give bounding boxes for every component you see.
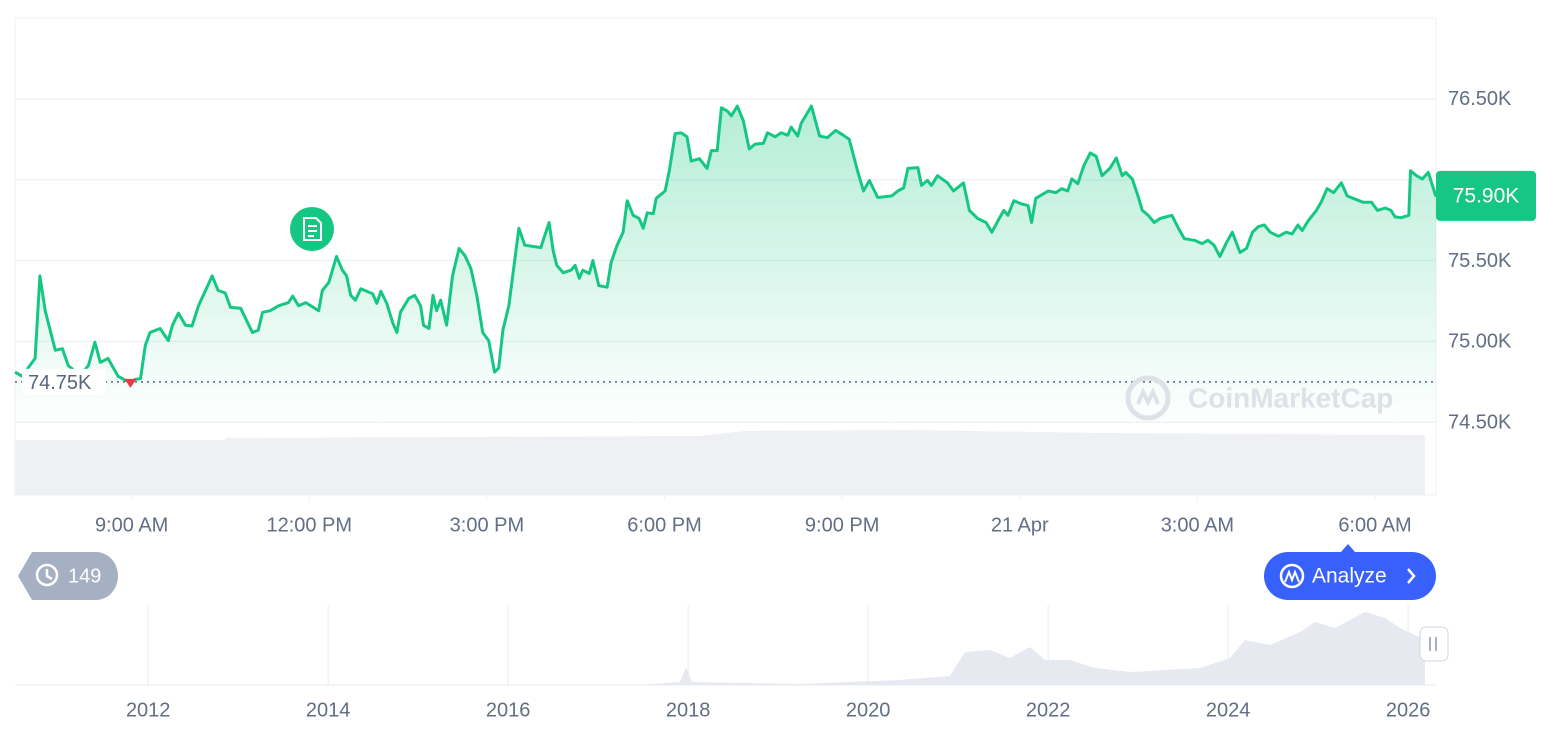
watermark-text: CoinMarketCap xyxy=(1188,382,1393,413)
price-badge xyxy=(1436,170,1536,221)
navigator-handle[interactable] xyxy=(1419,626,1449,662)
y-tick-label: 76.50K xyxy=(1448,88,1512,110)
history-count: 149 xyxy=(68,565,101,587)
price-badge-label: 75.90K xyxy=(1453,184,1520,207)
volume-area xyxy=(15,430,1425,495)
navigator-tick-label: 2024 xyxy=(1206,699,1251,721)
navigator-tick-label: 2012 xyxy=(126,699,171,721)
x-tick-label: 3:00 AM xyxy=(1161,514,1234,536)
x-tick-label: 9:00 PM xyxy=(805,514,879,536)
history-badge[interactable]: 149 xyxy=(18,552,118,600)
watermark: CoinMarketCap xyxy=(1125,375,1393,421)
navigator-tick-label: 2014 xyxy=(306,699,351,721)
navigator-tick-label: 2016 xyxy=(486,699,531,721)
low-marker xyxy=(124,378,137,388)
x-tick-label: 6:00 PM xyxy=(627,514,701,536)
navigator-tick-label: 2020 xyxy=(846,699,891,721)
x-tick-label: 6:00 AM xyxy=(1338,514,1411,536)
x-tick-label: 3:00 PM xyxy=(450,514,524,536)
analyze-label: Analyze xyxy=(1312,565,1387,588)
price-line xyxy=(14,104,1438,384)
low-label: 74.75K xyxy=(28,372,92,394)
price-area xyxy=(15,106,1436,430)
x-tick-label: 12:00 PM xyxy=(266,514,352,536)
x-tick-label: 21 Apr xyxy=(991,514,1049,536)
y-tick-label: 75.00K xyxy=(1448,331,1512,353)
y-tick-label: 75.50K xyxy=(1448,250,1512,272)
analyze-button[interactable]: Analyze xyxy=(1264,544,1436,600)
plot: 74.75K xyxy=(14,104,1438,430)
navigator-tick-label: 2022 xyxy=(1026,699,1071,721)
navigator-tick-label: 2026 xyxy=(1386,699,1431,721)
x-tick-label: 9:00 AM xyxy=(95,514,168,536)
navigator-area xyxy=(15,612,1425,685)
news-icon[interactable] xyxy=(290,207,334,251)
low-label-bg xyxy=(22,368,106,395)
navigator-tick-label: 2018 xyxy=(666,699,711,721)
y-tick-label: 74.50K xyxy=(1448,412,1512,434)
